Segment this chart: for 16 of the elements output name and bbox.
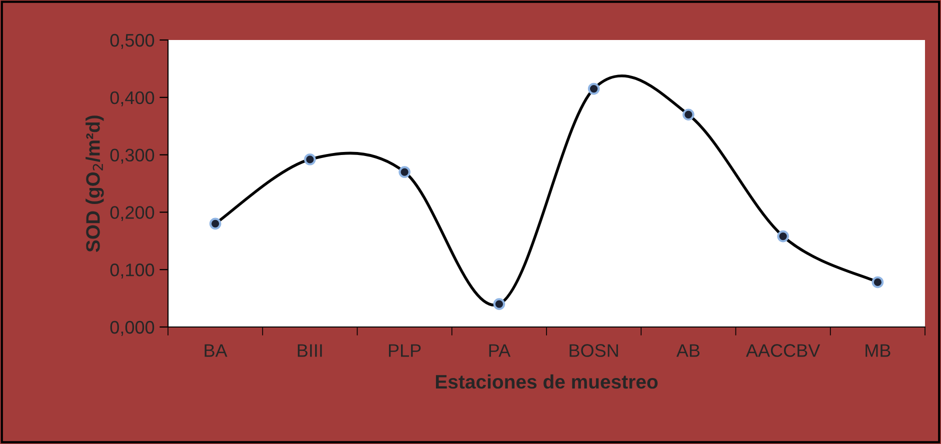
y-tick-label: 0,300: [110, 148, 154, 164]
x-tick-label: BOSN: [570, 344, 618, 357]
x-tick-label: MB: [866, 344, 890, 357]
y-tick-label: 0,500: [110, 34, 154, 49]
x-axis-title: Estaciones de muestreo: [436, 374, 658, 389]
x-tick-label: BIII: [298, 344, 322, 357]
y-tick-label: 0,200: [110, 206, 154, 222]
x-tick-label: AB: [676, 344, 700, 357]
y-axis-title: SOD (gO$_{2}$/m²d): [86, 116, 104, 252]
y-tick-label: 0,000: [110, 320, 154, 336]
x-tick-label: PLP: [388, 344, 421, 357]
y-tick-label: 0,400: [110, 91, 154, 106]
x-tick-label: PA: [489, 344, 511, 357]
x-tick-label: AACCBV: [746, 344, 820, 357]
x-tick-label: BA: [204, 344, 228, 357]
y-tick-label: 0,100: [110, 264, 154, 278]
